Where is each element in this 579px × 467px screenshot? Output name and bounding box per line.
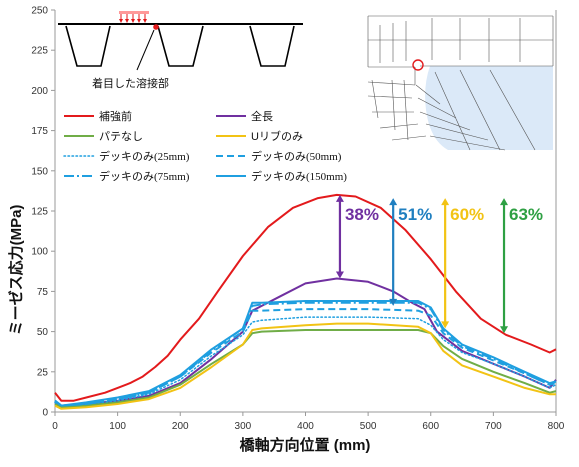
reduction-label: 51% <box>398 205 432 224</box>
series-line-3 <box>54 322 556 410</box>
series-line-1 <box>54 277 557 407</box>
legend-label: 補強前 <box>99 109 132 123</box>
fe-mesh-inset <box>367 15 554 151</box>
legend-label: デッキのみ(75mm) <box>99 169 190 183</box>
y-tick-label: 75 <box>37 287 49 298</box>
load-arrow-heads <box>119 19 147 23</box>
reduction-arrow-head-bottom <box>389 298 398 306</box>
mesh-highlight-circle <box>412 59 424 71</box>
y-tick-label: 50 <box>37 327 49 338</box>
reduction-label: 63% <box>509 205 543 224</box>
x-tick-label: 200 <box>172 421 189 432</box>
y-tick-label: 100 <box>31 247 48 258</box>
x-tick-label: 100 <box>109 421 126 432</box>
reduction-arrow-head-top <box>441 198 450 206</box>
reduction-arrow-head-top <box>389 198 398 206</box>
y-tick-label: 200 <box>31 86 48 97</box>
x-tick-label: 0 <box>52 421 58 432</box>
series-line-2 <box>54 329 557 409</box>
legend-label: Uリブのみ <box>251 129 303 143</box>
cross-section-inset: 着目した溶接部 <box>58 11 303 90</box>
weld-leader-line <box>136 29 155 71</box>
y-tick-label: 125 <box>31 207 48 218</box>
reduction-arrow-head-top <box>335 194 344 202</box>
load-arrow-shafts <box>120 14 146 20</box>
series-line-0 <box>54 193 557 402</box>
y-tick-label: 25 <box>37 367 49 378</box>
reduction-label: 38% <box>345 205 379 224</box>
inset-weld-label: 着目した溶接部 <box>92 76 169 90</box>
y-tick-label: 175 <box>31 126 48 137</box>
series-line-6 <box>54 301 557 407</box>
y-tick-label: 150 <box>31 166 48 177</box>
weld-point-marker <box>153 24 159 30</box>
x-tick-label: 700 <box>485 421 502 432</box>
u-rib-middle <box>157 25 204 67</box>
legend-box <box>58 104 370 190</box>
legend-label: デッキのみ(25mm) <box>99 149 190 163</box>
x-tick-label: 600 <box>422 421 439 432</box>
y-ticks: 0 25 50 75 100 125 150 175 200 225 250 <box>31 6 55 419</box>
load-bar <box>119 11 149 14</box>
u-rib-left <box>65 25 111 67</box>
reduction-arrow-head-bottom <box>441 321 450 329</box>
y-tick-label: 250 <box>31 6 48 17</box>
x-tick-label: 400 <box>297 421 314 432</box>
x-tick-label: 800 <box>548 421 565 432</box>
legend-label: デッキのみ(50mm) <box>251 149 342 163</box>
reduction-arrow-head-bottom <box>500 326 509 334</box>
mesh-shaded-region <box>425 66 553 150</box>
legend-label: 全長 <box>251 109 273 123</box>
y-axis-title: ミーゼス応力(MPa) <box>7 205 25 336</box>
reduction-label: 60% <box>450 205 484 224</box>
x-axis-title: 橋軸方向位置 (mm) <box>240 436 371 454</box>
series-line-4 <box>54 316 557 407</box>
x-tick-label: 300 <box>235 421 252 432</box>
series-line-5 <box>54 308 557 407</box>
reduction-arrow-head-bottom <box>335 271 344 279</box>
y-tick-label: 0 <box>42 408 48 419</box>
mesh-lines <box>367 15 554 151</box>
legend-label: パテなし <box>99 130 143 143</box>
y-tick-label: 225 <box>31 46 48 57</box>
x-ticks: 0 100 200 300 400 500 600 700 800 <box>52 412 565 432</box>
u-rib-right <box>249 25 295 67</box>
load-arrows <box>119 11 149 23</box>
reduction-annotations: 38% 51% 60% 63% <box>335 194 543 334</box>
reduction-arrow-head-top <box>500 198 509 206</box>
x-tick-label: 500 <box>360 421 377 432</box>
series-layer <box>54 193 557 410</box>
legend-label: デッキのみ(150mm) <box>251 169 347 183</box>
series-line-7 <box>54 300 557 407</box>
